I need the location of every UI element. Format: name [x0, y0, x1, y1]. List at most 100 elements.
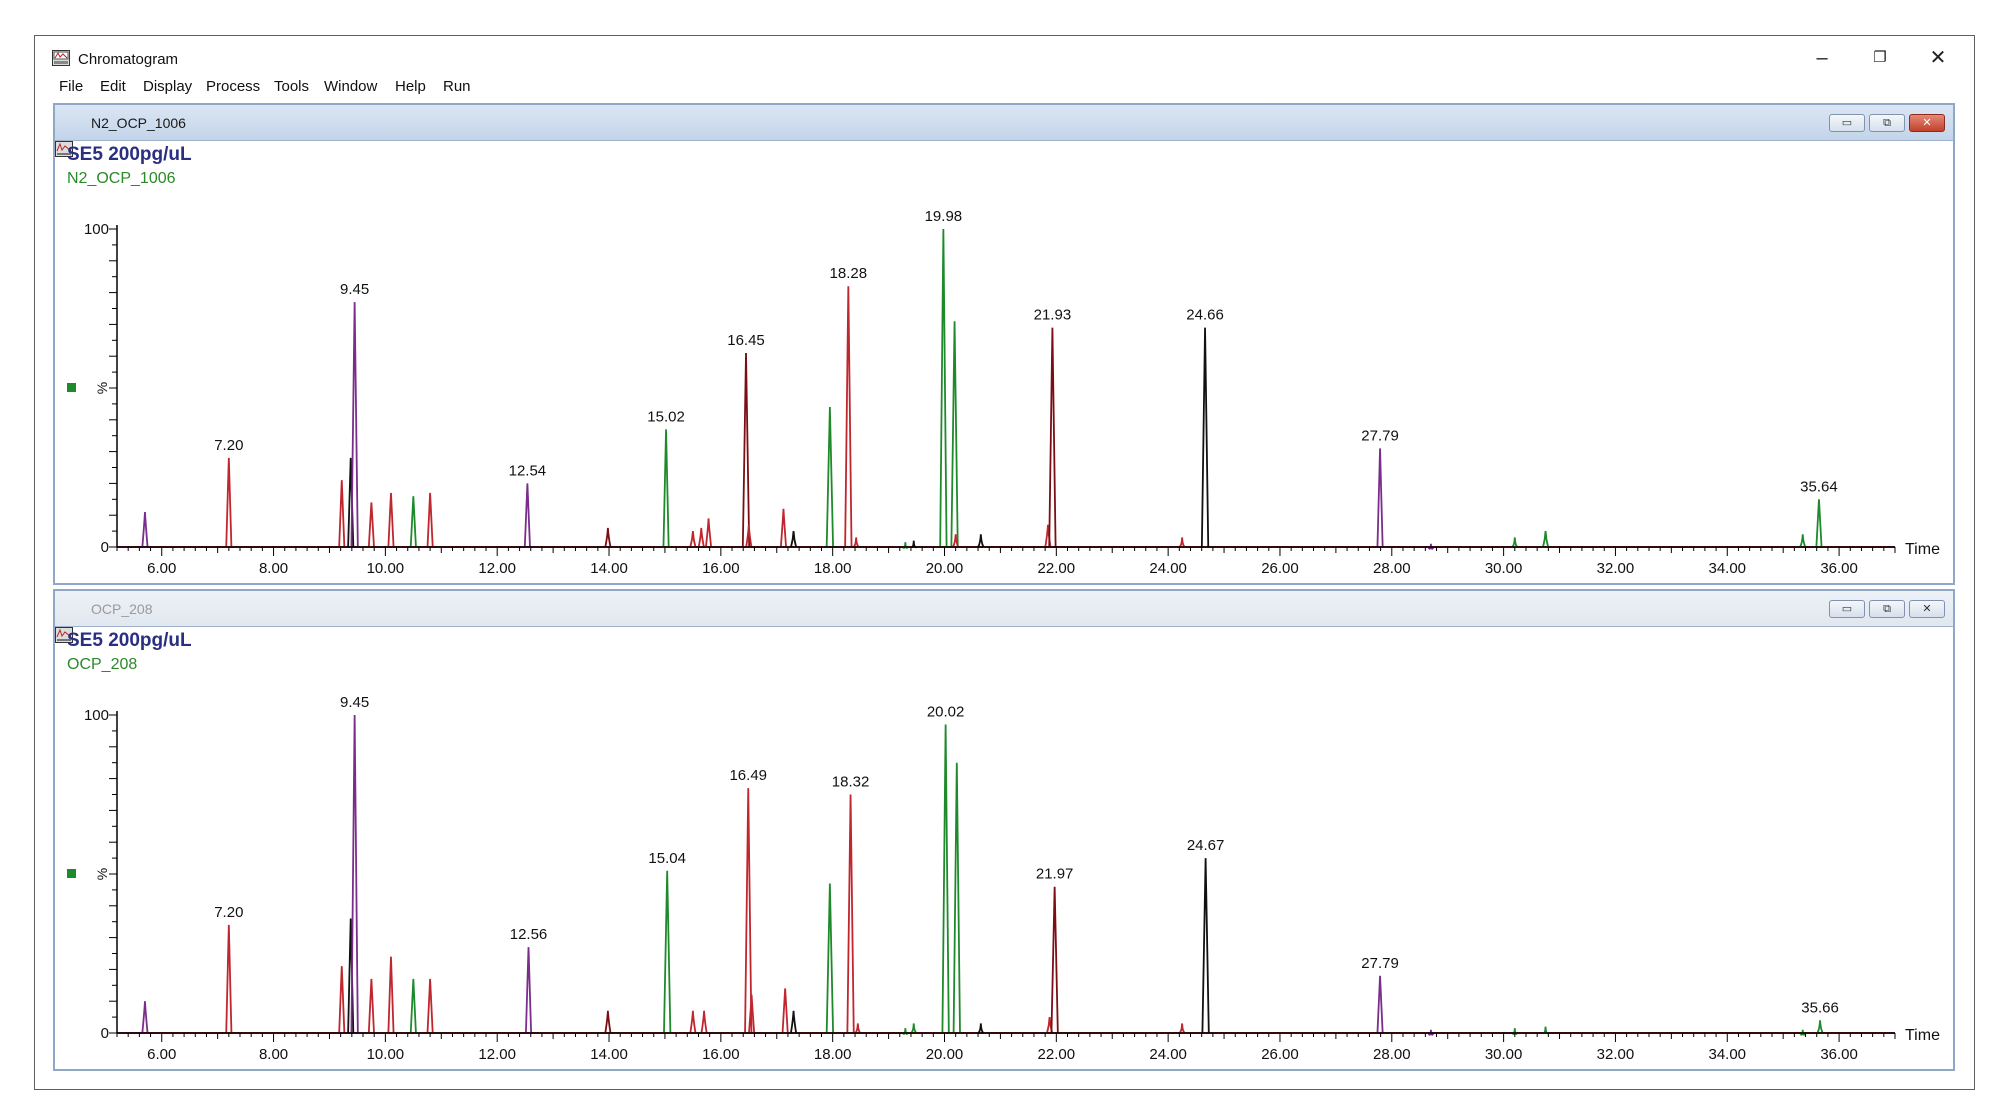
legend-marker-square	[67, 869, 76, 878]
x-tick-label: 12.00	[478, 1046, 516, 1063]
peak-trace	[225, 457, 233, 548]
peak-trace	[338, 966, 346, 1034]
peak-label: 18.32	[832, 774, 870, 791]
chromatogram-chart: SE5 200pg/uL OCP_208 100 0% 7.20 9.45 12.56 15.…	[67, 630, 1940, 1063]
file-label: OCP_208	[67, 656, 137, 673]
menu-help[interactable]: Help	[395, 78, 426, 95]
peak-trace	[854, 1023, 862, 1034]
panel-minimize-button[interactable]: ▭	[1829, 600, 1865, 618]
peak-trace	[1511, 537, 1519, 548]
peak-trace	[1376, 448, 1384, 548]
x-tick-label: 14.00	[590, 560, 628, 577]
peak-trace	[523, 483, 531, 548]
x-tick-label: 34.00	[1708, 1046, 1746, 1063]
peak-trace	[426, 978, 434, 1034]
peak-label: 24.66	[1186, 307, 1224, 324]
peak-label: 27.79	[1361, 955, 1399, 972]
peak-trace	[141, 1001, 149, 1034]
peak-trace	[825, 883, 834, 1034]
peak-trace	[1376, 975, 1384, 1034]
peak-trace	[846, 794, 855, 1034]
peak-trace	[902, 1028, 909, 1035]
panel-maximize-button[interactable]: ⧉	[1869, 600, 1905, 618]
panel-close-button[interactable]: ✕	[1909, 600, 1945, 618]
peak-trace	[825, 407, 834, 548]
maximize-button[interactable]: ❐	[1873, 49, 1887, 66]
menu-bar: File Edit Display Process Tools Window H…	[35, 76, 1974, 98]
peak-trace	[1815, 499, 1823, 548]
menu-edit[interactable]: Edit	[100, 78, 126, 95]
x-tick-label: 26.00	[1261, 560, 1299, 577]
peak-label: 20.02	[927, 704, 965, 721]
peak-trace	[663, 870, 672, 1034]
peak-trace	[744, 788, 753, 1034]
x-tick-label: 22.00	[1038, 1046, 1076, 1063]
menu-file[interactable]: File	[59, 78, 84, 95]
x-tick-label: 32.00	[1597, 1046, 1635, 1063]
x-tick-label: 10.00	[367, 1046, 405, 1063]
x-tick-label: 8.00	[259, 1046, 288, 1063]
chromatogram-doc-icon	[55, 627, 73, 643]
menu-process[interactable]: Process	[206, 78, 261, 95]
peak-trace	[1201, 858, 1210, 1034]
x-tick-label: 36.00	[1820, 560, 1858, 577]
panel-minimize-button[interactable]: ▭	[1829, 114, 1865, 132]
peak-trace	[604, 1010, 612, 1034]
peak-trace	[1799, 1029, 1807, 1036]
peak-trace	[350, 302, 359, 548]
menu-run[interactable]: Run	[443, 78, 471, 95]
chromatogram-app-icon	[52, 50, 70, 66]
x-tick-label: 36.00	[1820, 1046, 1858, 1063]
menu-tools[interactable]: Tools	[274, 78, 310, 95]
x-tick-label: 20.00	[926, 560, 964, 577]
peak-label: 9.45	[340, 281, 369, 298]
peak-trace	[781, 988, 789, 1034]
peak-trace	[1427, 543, 1435, 550]
peak-label: 35.66	[1801, 999, 1839, 1016]
peak-trace	[779, 508, 787, 548]
peak-trace	[844, 286, 853, 548]
y-axis-label: %	[94, 382, 110, 394]
x-tick-label: 22.00	[1038, 560, 1076, 577]
peak-trace	[426, 492, 434, 548]
minimize-button[interactable]: –	[1816, 47, 1828, 69]
x-axis-label: Time	[1905, 1027, 1940, 1044]
peak-trace	[1178, 1023, 1186, 1034]
peak-trace	[1542, 531, 1550, 548]
peak-label: 16.49	[729, 767, 767, 784]
peak-trace	[387, 492, 395, 548]
peak-trace	[910, 1023, 917, 1034]
peak-trace	[1427, 1029, 1435, 1036]
close-button[interactable]: ✕	[1929, 47, 1947, 69]
peak-trace	[350, 714, 359, 1034]
peak-trace	[745, 524, 753, 548]
peak-trace	[741, 352, 751, 548]
chromatogram-panel-n2-ocp-1006: N2_OCP_1006 ▭ ⧉ ✕ SE5 200pg/uL N2_OCP_100…	[53, 103, 1955, 585]
peak-trace	[790, 531, 798, 548]
legend-marker-square	[67, 383, 76, 392]
window-title: Chromatogram	[78, 51, 179, 68]
y-tick-label: 100	[84, 221, 109, 238]
panel-window-name: OCP_208	[91, 601, 153, 617]
peak-trace	[977, 1023, 985, 1034]
peak-trace	[689, 531, 697, 548]
menu-window[interactable]: Window	[324, 78, 378, 95]
peak-trace	[662, 429, 670, 548]
peak-trace	[689, 1010, 697, 1034]
peak-label: 7.20	[214, 437, 243, 454]
panel-maximize-button[interactable]: ⧉	[1869, 114, 1905, 132]
x-tick-label: 20.00	[926, 1046, 964, 1063]
panel-close-button[interactable]: ✕	[1909, 114, 1945, 132]
peak-trace	[1200, 327, 1210, 548]
x-tick-label: 10.00	[367, 560, 405, 577]
peak-trace	[1050, 886, 1059, 1034]
menu-display[interactable]: Display	[143, 78, 193, 95]
x-tick-label: 18.00	[814, 1046, 852, 1063]
peak-label: 21.93	[1034, 307, 1072, 324]
peak-trace	[748, 994, 756, 1034]
x-tick-label: 24.00	[1149, 1046, 1187, 1063]
peak-label: 15.02	[647, 408, 685, 425]
x-tick-label: 6.00	[147, 1046, 176, 1063]
peak-trace	[950, 321, 959, 548]
peak-trace	[225, 924, 233, 1034]
